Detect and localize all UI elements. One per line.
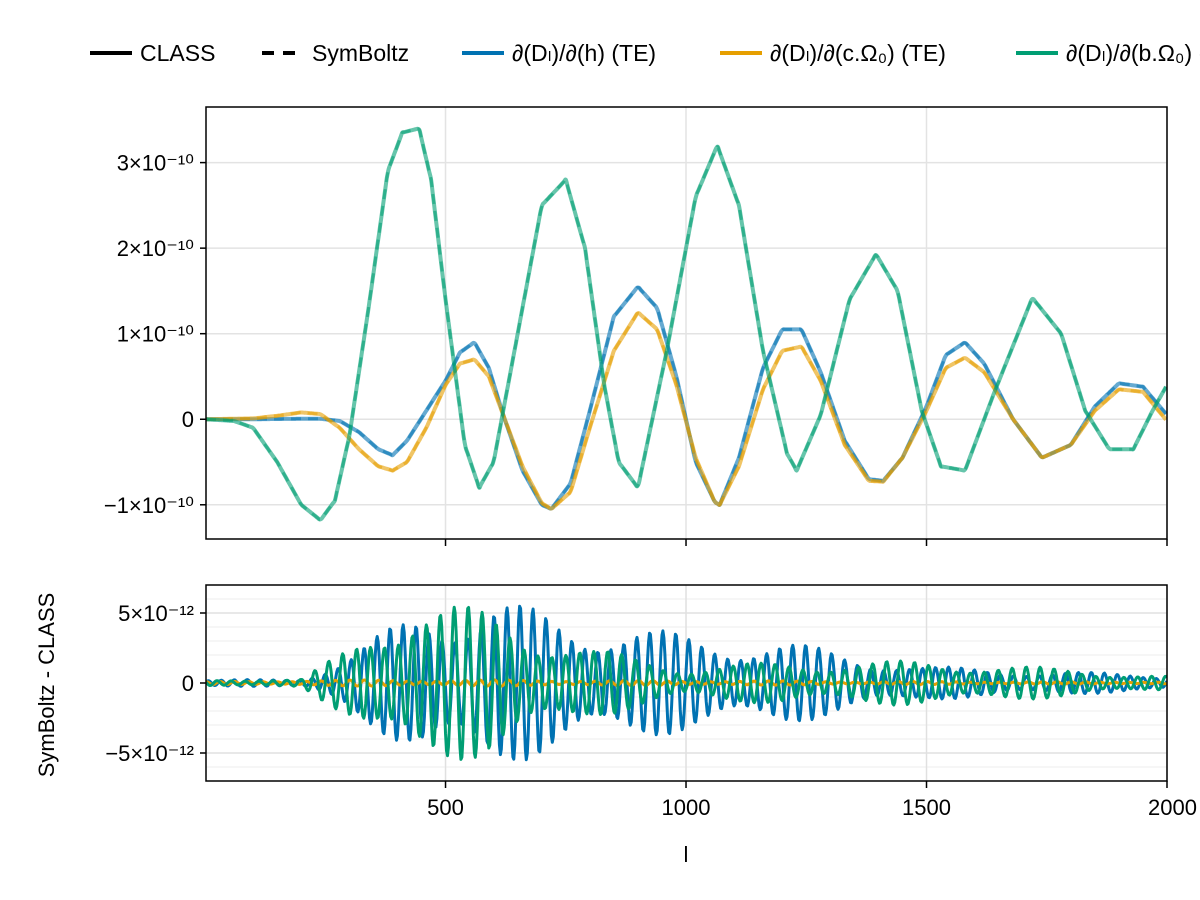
bottom-ytick-label-2: 5×10⁻¹²: [118, 601, 194, 626]
bottom-xtick-label-3: 2000: [1148, 795, 1197, 820]
top-series-dash-2: [206, 127, 1167, 521]
top-ytick-label-2: 1×10⁻¹⁰: [117, 322, 194, 347]
bottom-ytick-label-1: 0: [182, 671, 194, 696]
bottom-xtick-label-0: 500: [427, 795, 464, 820]
legend-label-c: ∂(Dₗ)/∂(c.Ω₀) (TE): [770, 40, 946, 66]
bottom-ytick-label-0: −5×10⁻¹²: [105, 741, 194, 766]
bottom-panel: −5×10⁻¹² 0 5×10⁻¹² 500 1000 1500 2000: [105, 584, 1197, 820]
bottom-xtick-label-2: 1500: [902, 795, 951, 820]
top-series-dash-1: [206, 311, 1167, 511]
bottom-xtick-label-1: 1000: [662, 795, 711, 820]
legend-label-symboltz: SymBoltz: [312, 40, 409, 66]
legend-entry-symboltz: SymBoltz: [262, 40, 409, 66]
legend-entry-class: CLASS: [90, 40, 215, 66]
x-axis-title: l: [684, 842, 689, 867]
y-axis-title-bottom: SymBoltz - CLASS: [34, 593, 59, 778]
top-ytick-label-0: −1×10⁻¹⁰: [104, 493, 194, 518]
legend-entry-c: ∂(Dₗ)/∂(c.Ω₀) (TE): [720, 40, 946, 66]
legend: CLASS SymBoltz ∂(Dₗ)/∂(h) (TE) ∂(Dₗ)/∂(c…: [90, 40, 1200, 66]
top-ytick-label-3: 2×10⁻¹⁰: [117, 236, 194, 261]
bottom-series-line-2: [206, 605, 1167, 761]
top-ytick-label-4: 3×10⁻¹⁰: [117, 151, 194, 176]
top-panel: −1×10⁻¹⁰ 0 1×10⁻¹⁰ 2×10⁻¹⁰ 3×10⁻¹⁰: [104, 106, 1168, 546]
top-ytick-label-1: 0: [182, 407, 194, 432]
legend-label-h: ∂(Dₗ)/∂(h) (TE): [512, 40, 656, 66]
legend-label-b: ∂(Dₗ)/∂(b.Ω₀) (TE): [1066, 40, 1200, 66]
legend-entry-h: ∂(Dₗ)/∂(h) (TE): [462, 40, 656, 66]
legend-label-class: CLASS: [140, 40, 215, 66]
legend-entry-b: ∂(Dₗ)/∂(b.Ω₀) (TE): [1016, 40, 1200, 66]
